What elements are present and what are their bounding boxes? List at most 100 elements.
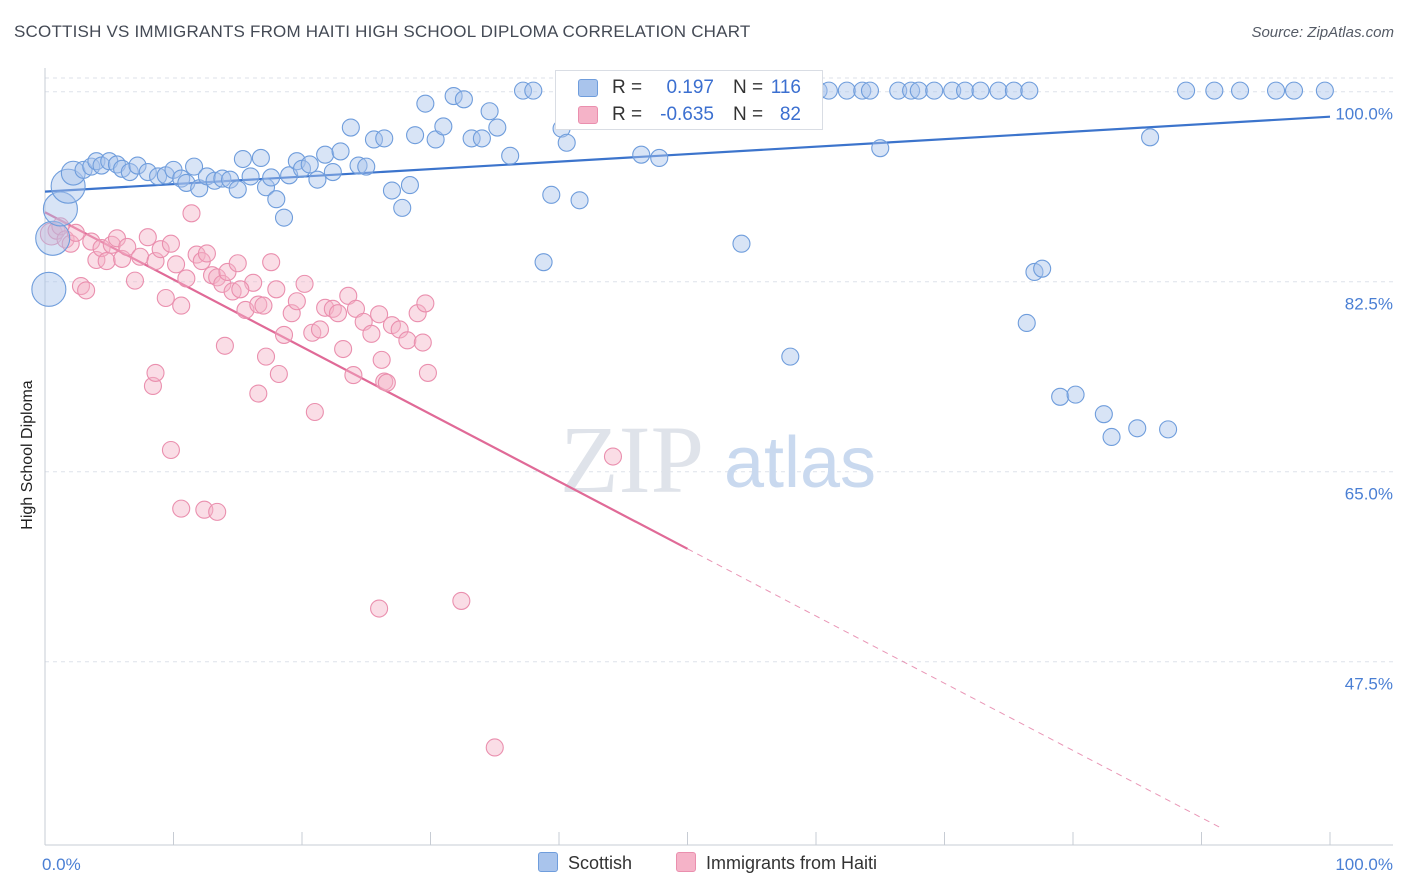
- haiti-point: [254, 296, 273, 315]
- scottish-point: [274, 208, 294, 227]
- haiti-points: [39, 204, 623, 757]
- scottish-point: [416, 94, 435, 113]
- scottish-point: [902, 81, 921, 100]
- scottish-point: [308, 170, 327, 189]
- watermark-atlas: atlas: [724, 423, 876, 503]
- scottish-point: [989, 81, 1008, 100]
- scottish-point: [943, 81, 962, 100]
- scottish-point: [251, 148, 270, 167]
- haiti-trend-extension: [687, 548, 1222, 829]
- haiti-point: [231, 280, 250, 299]
- scottish-point: [472, 129, 491, 148]
- x-tick-label: 0.0%: [42, 855, 81, 874]
- legend-n-label: N =: [733, 77, 764, 98]
- legend-swatch-scottish: [578, 79, 598, 97]
- haiti-point: [82, 232, 101, 251]
- haiti-point: [77, 281, 96, 300]
- haiti-point: [452, 591, 471, 610]
- haiti-point: [208, 502, 227, 521]
- scottish-point: [454, 90, 473, 109]
- scottish-point: [1102, 427, 1121, 447]
- legend-row-haiti: R = -0.635 N = 82: [556, 102, 822, 128]
- scottish-point: [120, 163, 139, 182]
- scottish-point: [1205, 81, 1224, 100]
- chart-title: SCOTTISH VS IMMIGRANTS FROM HAITI HIGH S…: [14, 22, 751, 41]
- scottish-point: [349, 156, 368, 175]
- legend-n-value: 82: [779, 104, 801, 125]
- haiti-point: [172, 499, 191, 518]
- haiti-point: [310, 320, 330, 339]
- haiti-point: [146, 363, 165, 382]
- haiti-point: [282, 304, 301, 323]
- scottish-point: [1051, 387, 1070, 406]
- scottish-point: [241, 167, 260, 186]
- haiti-point: [113, 249, 132, 268]
- scottish-point: [1315, 81, 1334, 100]
- haiti-point: [146, 252, 165, 271]
- scottish-point: [300, 155, 319, 174]
- scottish-point: [400, 176, 419, 195]
- haiti-point: [161, 234, 180, 253]
- haiti-point: [151, 240, 170, 259]
- scottish-point: [382, 181, 402, 200]
- haiti-point: [344, 366, 363, 385]
- scottish-point: [956, 81, 975, 100]
- scottish-point: [256, 178, 276, 197]
- scottish-point: [267, 190, 286, 209]
- scottish-point: [220, 170, 240, 189]
- legend-r-value: 0.197: [666, 77, 714, 98]
- scottish-point: [185, 157, 204, 176]
- scottish-point: [1004, 81, 1023, 100]
- scottish-point: [213, 169, 232, 188]
- y-tick-label: 47.5%: [1345, 675, 1393, 694]
- scottish-point: [632, 145, 651, 164]
- scottish-point: [228, 180, 247, 199]
- scottish-point: [971, 81, 990, 100]
- scottish-point: [149, 167, 168, 186]
- haiti-point: [334, 339, 353, 359]
- legend-row-scottish: R = 0.197 N = 116: [556, 75, 822, 101]
- haiti-point: [167, 255, 186, 274]
- scottish-point: [732, 234, 751, 253]
- scottish-point: [341, 118, 360, 137]
- scottish-point: [406, 126, 425, 145]
- haiti-point: [182, 204, 201, 223]
- scottish-point: [557, 133, 576, 152]
- haiti-point: [118, 237, 137, 257]
- scottish-point: [316, 145, 335, 164]
- scottish-point: [1266, 81, 1286, 100]
- scottish-point: [1141, 128, 1160, 147]
- haiti-point: [138, 228, 157, 247]
- scottish-point: [1159, 420, 1178, 439]
- scottish-point: [853, 81, 872, 100]
- scottish-point: [128, 156, 147, 175]
- scottish-point: [262, 168, 281, 187]
- haiti-point: [370, 599, 389, 618]
- scottish-point: [860, 81, 880, 100]
- scottish-point: [233, 149, 252, 169]
- y-axis-label: High School Diploma: [19, 380, 36, 530]
- scottish-point: [462, 129, 481, 148]
- haiti-point: [408, 304, 427, 323]
- scottish-point: [1231, 81, 1250, 100]
- watermark: ZIP atlas: [560, 406, 876, 513]
- y-tick-label: 100.0%: [1335, 105, 1393, 124]
- haiti-point: [161, 440, 180, 460]
- scottish-point: [434, 117, 453, 136]
- scottish-point: [570, 191, 589, 210]
- stats-legend: R = 0.197 N = 116 R = -0.635 N = 82: [555, 70, 823, 130]
- scottish-point: [524, 81, 543, 100]
- haiti-point: [362, 324, 381, 343]
- axes-layer: [44, 68, 1393, 846]
- scottish-point: [1128, 419, 1147, 438]
- haiti-point: [267, 280, 286, 299]
- haiti-point: [66, 223, 85, 242]
- haiti-point: [328, 304, 348, 323]
- scottish-point: [480, 102, 499, 121]
- scottish-point: [393, 198, 412, 217]
- scottish-point: [35, 220, 71, 256]
- haiti-point: [213, 274, 232, 293]
- scottish-point: [781, 347, 800, 366]
- scottish-point: [542, 185, 561, 204]
